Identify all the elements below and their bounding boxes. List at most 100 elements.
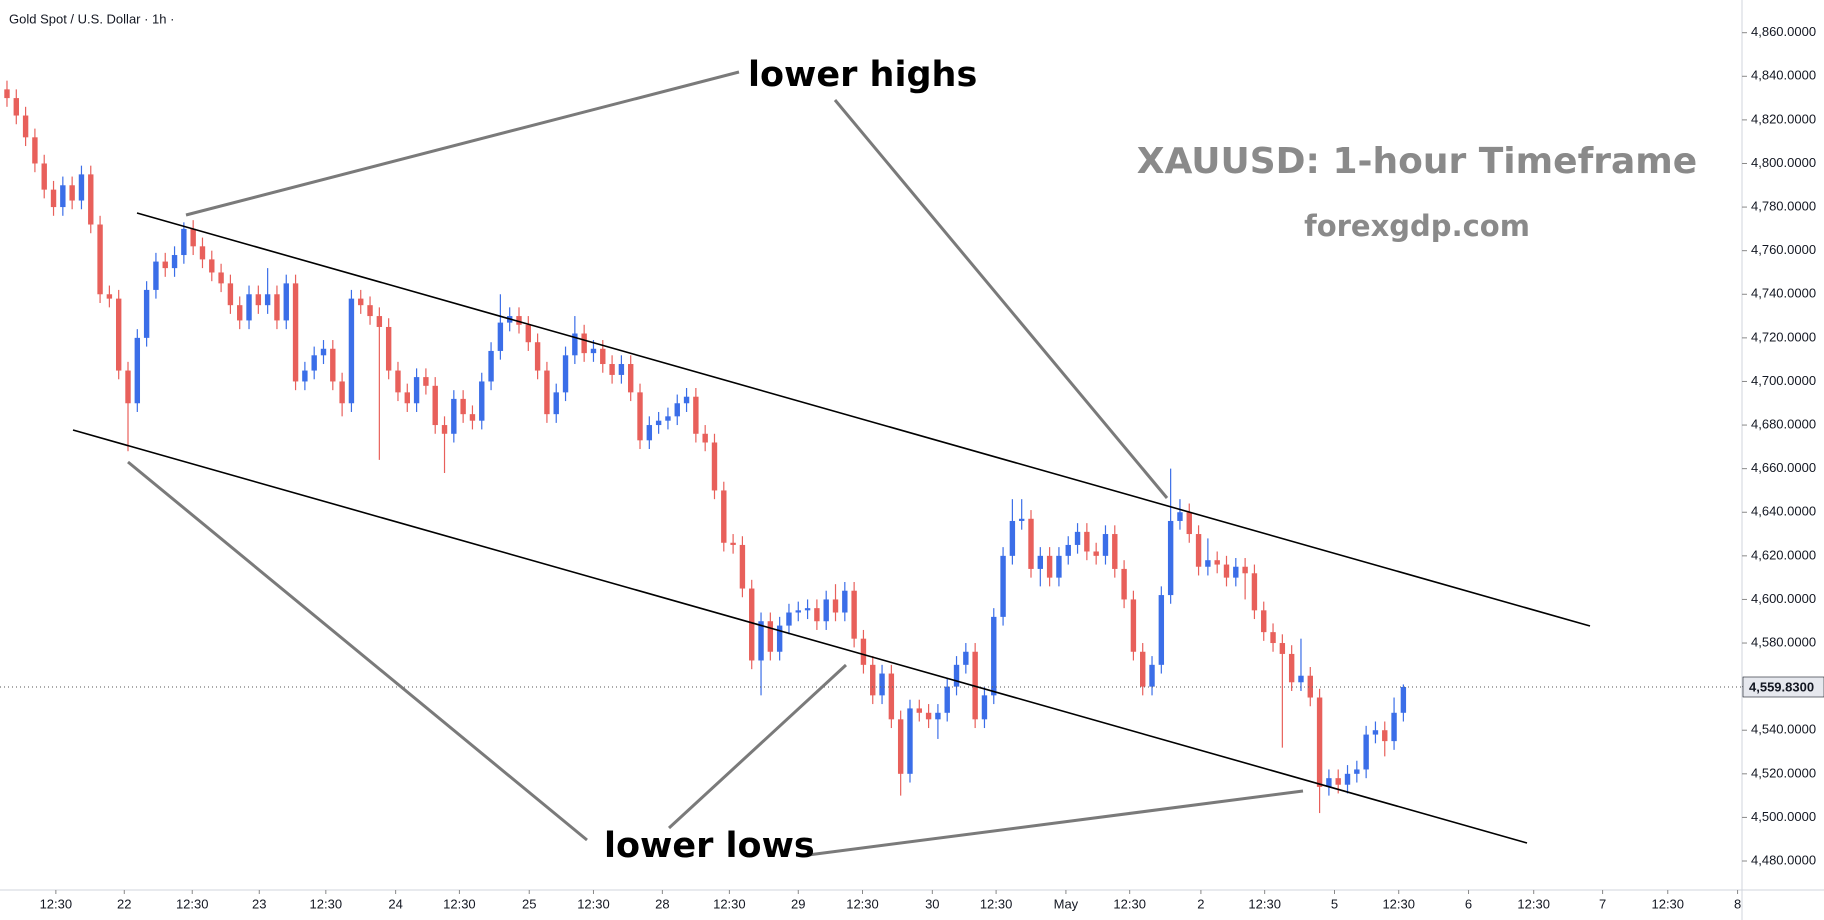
candle-body (4, 89, 10, 99)
annotation: lower highs (748, 55, 977, 95)
x-tick-label: 25 (522, 896, 536, 911)
candle-body (1186, 512, 1192, 535)
candle-body (227, 283, 234, 306)
candle-body (944, 686, 950, 713)
candle-body (50, 189, 57, 208)
candle-body (246, 294, 252, 321)
y-tick-label: 4,680.0000 (1751, 416, 1816, 431)
candle-body (1018, 518, 1025, 521)
x-tick-label: 12:30 (310, 896, 343, 911)
candle-body (963, 651, 969, 665)
candle-body (469, 414, 476, 421)
y-tick-label: 4,600.0000 (1751, 591, 1816, 606)
candle-body (22, 115, 29, 138)
x-tick-label: 12:30 (1248, 896, 1281, 911)
candle-body (814, 608, 820, 622)
candle-body (115, 298, 122, 371)
candle-body (655, 420, 662, 426)
candle-body (786, 612, 792, 626)
candle-body (553, 392, 559, 415)
candle-body (218, 272, 224, 284)
upper-trendline (136, 212, 1591, 627)
candle-body (125, 370, 131, 404)
x-tick-label: 12:30 (980, 896, 1013, 911)
candle-body (1140, 651, 1146, 687)
candle-body (907, 708, 913, 774)
candle-body (162, 261, 168, 269)
candle-body (302, 370, 308, 382)
candle-body (237, 305, 243, 321)
last-price-label: 4,559.8300 (1749, 679, 1814, 694)
candle-body (935, 712, 941, 720)
candle-body (1056, 555, 1062, 578)
candle-body (1270, 632, 1276, 644)
y-tick-label: 4,720.0000 (1751, 329, 1816, 344)
candle-body (395, 370, 401, 393)
candle-body (385, 326, 392, 371)
candle-body (1391, 712, 1397, 742)
x-tick-label: 12:30 (443, 896, 476, 911)
candle-body (404, 392, 410, 404)
candle-body (683, 396, 690, 404)
candle-body (1242, 566, 1248, 574)
candle-body (804, 608, 811, 611)
candle-body (1279, 643, 1286, 654)
candle-body (69, 185, 75, 201)
y-tick-label: 4,540.0000 (1751, 722, 1816, 737)
candle-body (767, 621, 774, 652)
lower-trendline (72, 429, 1528, 844)
candle-body (991, 616, 997, 696)
candle-body (479, 381, 485, 421)
candle-body (32, 137, 38, 164)
x-tick-label: 23 (252, 896, 266, 911)
candle-body (1158, 595, 1165, 665)
candle-body (1009, 520, 1016, 556)
candle-body (665, 416, 671, 421)
pointer (667, 663, 848, 830)
candle-body (60, 185, 66, 208)
candle-body (860, 638, 867, 665)
candle-body (1037, 555, 1044, 569)
candle-body (600, 348, 606, 365)
candle-body (916, 708, 922, 713)
y-tick-label: 4,500.0000 (1751, 809, 1816, 824)
candle-body (358, 298, 364, 306)
channel-lines (72, 212, 1591, 844)
x-tick-label: 30 (925, 896, 939, 911)
plot-layer (0, 80, 1742, 814)
candle-body (1307, 675, 1313, 698)
chart-title: XAUUSD: 1-hour Timeframe (1137, 141, 1697, 182)
x-tick-label: 12:30 (713, 896, 746, 911)
candle-body (1233, 566, 1239, 578)
y-tick-label: 4,640.0000 (1751, 504, 1816, 519)
y-tick-label: 4,780.0000 (1751, 199, 1816, 214)
annotation: lower lows (604, 826, 815, 866)
candle-body (1000, 555, 1006, 617)
candle-body (544, 370, 550, 415)
candle-body (702, 433, 708, 443)
candle-body (618, 364, 625, 375)
candle-body (1028, 518, 1034, 569)
x-tick-label: 7 (1599, 896, 1606, 911)
y-tick-label: 4,800.0000 (1751, 155, 1816, 170)
symbol-label: Gold Spot / U.S. Dollar · 1h · (9, 11, 174, 26)
candle-body (1372, 730, 1379, 735)
candle-body (1363, 734, 1369, 770)
candle-body (432, 385, 438, 426)
x-tick-label: 29 (791, 896, 805, 911)
candle-body (199, 246, 206, 260)
candle-body (1121, 568, 1127, 600)
candle-body (1223, 564, 1230, 578)
candle-body (851, 590, 857, 639)
candle-body (13, 98, 19, 116)
candle-body (106, 294, 113, 299)
candle-body (581, 333, 587, 354)
candle-body (190, 228, 196, 247)
candle-body (1298, 675, 1304, 683)
candle-body (1074, 531, 1081, 545)
candle-body (1102, 534, 1109, 556)
candle-body (1130, 599, 1137, 652)
candle-body (451, 398, 457, 434)
candle-body (776, 625, 783, 652)
candle-body (255, 294, 262, 306)
